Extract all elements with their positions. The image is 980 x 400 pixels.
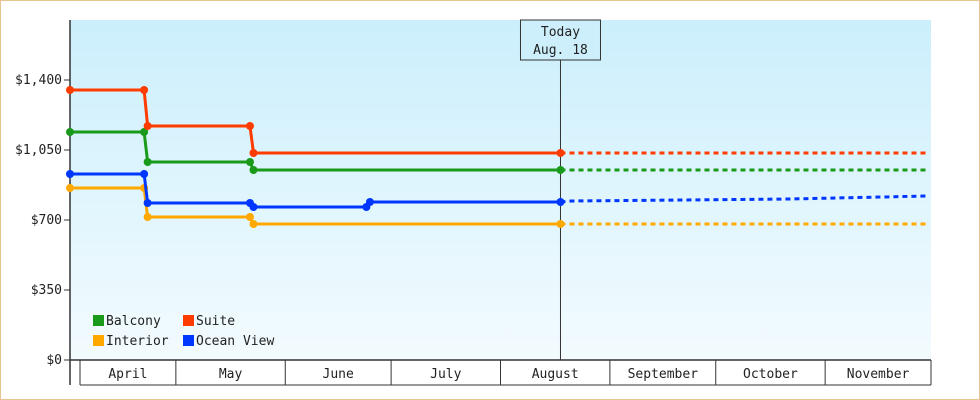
legend: Balcony Suite Interior Ocean View — [93, 314, 274, 349]
legend-swatch-suite — [183, 315, 194, 326]
series-point-balcony-1 — [140, 128, 149, 136]
series-point-interior-5 — [556, 220, 565, 228]
legend-swatch-balcony — [93, 315, 104, 326]
legend-label-balcony: Balcony — [106, 314, 161, 329]
legend-swatch-ocean-view — [183, 335, 194, 346]
plot-area — [70, 20, 931, 360]
series-point-balcony-5 — [556, 166, 565, 174]
series-point-suite-5 — [556, 149, 565, 157]
month-label-july: July — [430, 367, 461, 382]
series-point-balcony-3 — [245, 158, 254, 166]
y-tick-label-4: $1,400 — [15, 73, 62, 88]
today-marker: Today Aug. 18 — [519, 19, 601, 360]
series-lines — [66, 86, 928, 228]
series-point-suite-3 — [245, 122, 254, 130]
series-line-suite — [70, 88, 561, 155]
today-label: Today — [541, 25, 580, 40]
series-point-interior-2 — [143, 213, 152, 221]
series-point-ocean-view-0 — [66, 170, 74, 178]
month-label-november: November — [847, 367, 910, 382]
y-tick-label-2: $700 — [31, 213, 62, 228]
legend-label-suite: Suite — [196, 314, 235, 329]
series-point-suite-4 — [249, 149, 258, 157]
series-point-balcony-2 — [143, 158, 152, 166]
month-label-april: April — [108, 367, 147, 382]
month-label-september: September — [628, 367, 699, 382]
series-point-suite-1 — [140, 86, 149, 94]
series-point-ocean-view-2 — [143, 199, 152, 207]
month-label-august: August — [532, 367, 579, 382]
series-point-balcony-0 — [66, 128, 74, 136]
month-label-june: June — [323, 367, 354, 382]
series-point-ocean-view-7 — [556, 198, 565, 206]
series-point-ocean-view-6 — [365, 198, 374, 206]
legend-label-interior: Interior — [106, 334, 169, 349]
series-point-interior-3 — [245, 213, 254, 221]
series-point-balcony-4 — [249, 166, 258, 174]
legend-swatch-interior — [93, 335, 104, 346]
series-point-interior-4 — [249, 220, 258, 228]
today-date: Aug. 18 — [533, 43, 588, 58]
series-point-suite-0 — [66, 86, 74, 94]
today-box — [519, 19, 601, 61]
series-line-interior — [70, 186, 561, 226]
y-tick-label-1: $350 — [31, 283, 62, 298]
series-point-ocean-view-1 — [140, 170, 149, 178]
series-point-interior-0 — [66, 184, 74, 192]
month-label-october: October — [743, 367, 798, 382]
legend-label-ocean-view: Ocean View — [196, 334, 274, 349]
y-axis: $0 $350 $700 $1,050 $1,400 — [15, 20, 71, 385]
series-point-ocean-view-4 — [249, 203, 258, 211]
x-axis: April May June July August September October No… — [70, 359, 932, 386]
series-point-suite-2 — [143, 122, 152, 130]
y-tick-label-3: $1,050 — [15, 143, 62, 158]
month-label-may: May — [219, 367, 243, 382]
y-tick-label-0: $0 — [46, 353, 62, 368]
series-line-balcony — [70, 130, 561, 172]
